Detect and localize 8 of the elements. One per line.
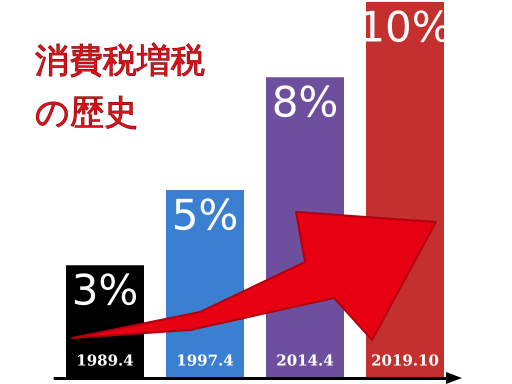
- x-tick-label: 1997.4: [176, 352, 234, 370]
- data-label: 3%: [72, 266, 138, 315]
- x-tick-label: 2019.10: [371, 352, 439, 370]
- text: 消費税増税の歴史: [35, 41, 205, 133]
- x-tick-label: 2014.4: [276, 352, 334, 370]
- data-label: 8%: [272, 78, 338, 127]
- x-tick-label: 1989.4: [76, 352, 134, 370]
- data-label: 5%: [172, 190, 238, 240]
